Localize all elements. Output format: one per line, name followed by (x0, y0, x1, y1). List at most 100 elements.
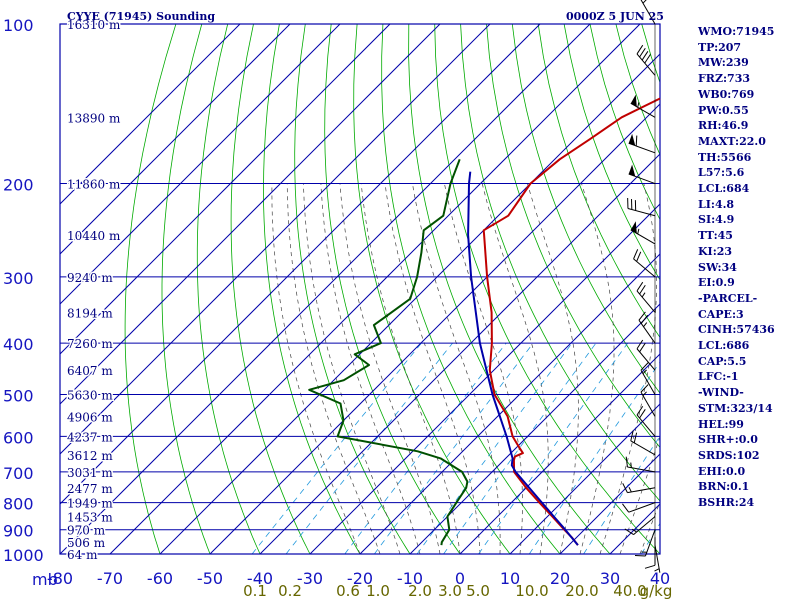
dry-adiabat (408, 23, 611, 555)
index-item: LCL:686 (698, 339, 750, 353)
index-item: PW:0.55 (698, 103, 749, 117)
index-item: STM:323/14 (698, 401, 773, 415)
barb-full (639, 342, 646, 353)
pressure-tick-label: 400 (3, 335, 34, 354)
height-label: 1949 m (67, 497, 113, 511)
barb-full (622, 503, 630, 513)
mixing-ratio-label: 10.0 (515, 582, 548, 600)
mixing-ratio-line (478, 342, 629, 555)
mixing-ratio-label: 3.0 (438, 582, 462, 600)
temperature-tick-label: -40 (247, 569, 273, 588)
plot-frame (59, 23, 661, 555)
barb-staff (627, 466, 656, 473)
barb-full (625, 456, 628, 468)
wind-barb (634, 529, 656, 557)
wind-barb (638, 311, 656, 344)
height-label: 970 m (67, 524, 106, 538)
barb-full (630, 430, 634, 441)
isotherm (59, 23, 541, 505)
dry-adiabat (353, 23, 511, 555)
pressure-tick-label: 500 (3, 386, 34, 405)
temperature-tick-label: -30 (297, 569, 323, 588)
temperature-tick-label: 40 (650, 569, 670, 588)
stability-indices-panel: WMO:71945 TP:207 MW:239 FRZ:733 WB0:769 PW:0.… (698, 24, 775, 511)
barb-full (644, 54, 651, 64)
barb-staff (633, 258, 656, 278)
dry-adiabat (537, 23, 661, 338)
moist-adiabat (286, 183, 381, 555)
index-item: LCL:684 (698, 182, 750, 196)
barb-full (636, 251, 642, 262)
barb-half (630, 462, 632, 468)
wind-barbs (622, 0, 661, 573)
temperature-tick-label: -20 (347, 569, 373, 588)
barb-staff (633, 516, 656, 535)
dry-adiabat (124, 23, 177, 555)
chart-title: CYYE (71945) Sounding (67, 10, 216, 23)
wind-barb (628, 164, 656, 185)
dry-adiabat (589, 23, 661, 220)
temperature-trace (482, 97, 661, 546)
index-item: -WIND- (698, 386, 744, 400)
index-item: TH:5566 (698, 150, 752, 164)
height-label: 2477 m (67, 482, 113, 496)
height-label: 10440 m (67, 229, 121, 243)
isotherm (59, 23, 491, 455)
barb-staff (630, 440, 656, 456)
wind-barb (622, 502, 656, 513)
wind-barb (636, 339, 656, 371)
isotherm (59, 23, 441, 405)
wind-barb (624, 516, 656, 536)
barb-full (622, 483, 628, 493)
moist-adiabat (481, 183, 549, 555)
temperature-tick-label: -60 (147, 569, 173, 588)
dry-adiabat (563, 23, 661, 281)
dry-adiabat (511, 23, 661, 394)
height-label: 1453 m (67, 511, 113, 525)
height-label: 8194 m (67, 306, 113, 320)
barb-half (637, 228, 640, 235)
sounding-traces (308, 97, 661, 546)
height-label: 7260 m (67, 337, 113, 351)
grid-lines (59, 23, 661, 555)
dry-adiabat (434, 23, 661, 555)
barb-staff (644, 529, 656, 557)
barb-full (634, 554, 646, 557)
height-label: 5630 m (67, 388, 113, 402)
index-item: SI:4.9 (698, 213, 735, 227)
index-item: CAPE:3 (698, 307, 744, 321)
isotherm (209, 103, 661, 555)
wind-barb (644, 537, 656, 569)
wind-barb (628, 133, 656, 154)
index-item: SW:34 (698, 260, 737, 274)
index-item: L57:5.6 (698, 166, 745, 180)
barb-half (642, 369, 647, 375)
dry-adiabat (161, 23, 211, 555)
barb-full (636, 405, 644, 416)
height-label: 13890 m (67, 111, 121, 125)
dry-adiabat-lines (124, 23, 661, 555)
height-label: 11860 m (67, 178, 121, 192)
pressure-tick-label: 1000 (3, 546, 44, 565)
mixing-ratio-unit: g/kg (640, 582, 673, 600)
isotherm (459, 353, 661, 555)
index-item: LFC:-1 (698, 370, 739, 384)
mixing-ratio-line (416, 342, 573, 555)
pressure-tick-label: 900 (3, 522, 34, 541)
isotherm (59, 23, 291, 255)
barb-staff (630, 102, 656, 118)
barb-half (642, 391, 647, 396)
dry-adiabat (641, 23, 661, 83)
barb-full (639, 409, 646, 419)
index-item: SRDS:102 (698, 448, 760, 462)
barb-full (639, 47, 646, 58)
wind-barb (630, 221, 656, 245)
index-item: CINH:57436 (698, 323, 775, 337)
index-item: KI:23 (698, 244, 733, 258)
barb-staff (640, 391, 656, 417)
pressure-tick-label: 700 (3, 464, 34, 483)
barb-half (643, 322, 648, 328)
wind-barb (625, 456, 656, 473)
barb-half (654, 568, 660, 572)
index-item: RH:46.9 (698, 119, 749, 133)
